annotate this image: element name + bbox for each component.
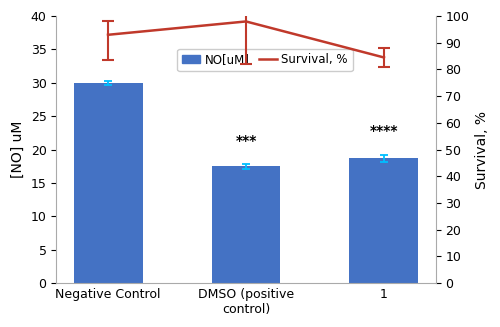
Y-axis label: [NO] uM: [NO] uM	[11, 121, 25, 178]
Bar	[74, 83, 142, 283]
Bar	[212, 166, 280, 283]
Bar	[350, 158, 418, 283]
Y-axis label: Survival, %: Survival, %	[475, 111, 489, 189]
Text: ****: ****	[370, 124, 398, 138]
Text: ***: ***	[236, 134, 256, 148]
Legend: NO[uM], Survival, %: NO[uM], Survival, %	[178, 49, 352, 71]
